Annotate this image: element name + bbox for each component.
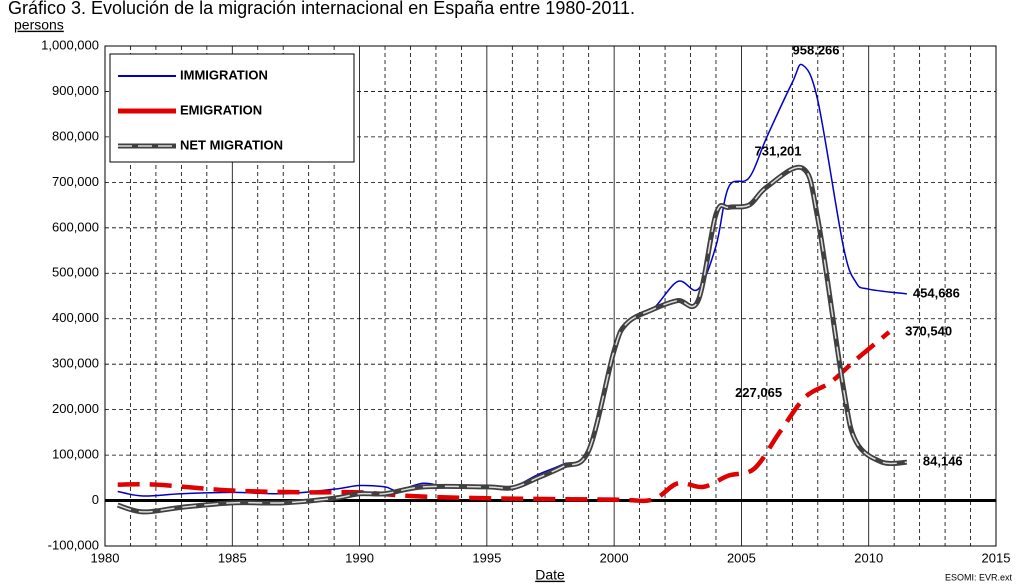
legend-label: IMMIGRATION [180, 67, 268, 82]
y-tick-label: 0 [92, 492, 99, 507]
data-label: 227,065 [735, 385, 782, 400]
x-tick-label: 1990 [345, 550, 374, 565]
x-tick-label: 2015 [982, 550, 1011, 565]
data-label: 454,686 [913, 285, 960, 300]
y-tick-label: 800,000 [52, 128, 99, 143]
x-axis-label: Date [535, 567, 565, 583]
x-tick-label: 2010 [854, 550, 883, 565]
data-label: 958.266 [793, 42, 840, 57]
data-label: 84,146 [923, 454, 963, 469]
y-tick-label: 500,000 [52, 265, 99, 280]
x-tick-label: 1995 [472, 550, 501, 565]
source: ESOMI: EVR.ext [945, 572, 1013, 582]
x-tick-label: 2005 [727, 550, 756, 565]
x-tick-label: 1985 [218, 550, 247, 565]
y-tick-label: 1,000,000 [41, 37, 99, 52]
y-tick-label: 400,000 [52, 310, 99, 325]
legend-label: EMIGRATION [180, 102, 262, 117]
series [117, 330, 891, 504]
y-tick-label: 900,000 [52, 83, 99, 98]
y-axis-label: persons [14, 17, 64, 33]
data-label: 731,201 [755, 144, 802, 159]
x-tick-label: 2000 [600, 550, 629, 565]
legend-label: NET MIGRATION [180, 137, 283, 152]
y-tick-label: 600,000 [52, 219, 99, 234]
x-tick-label: 1980 [91, 550, 120, 565]
line-path [117, 330, 891, 504]
y-tick-label: 200,000 [52, 401, 99, 416]
y-tick-label: 300,000 [52, 356, 99, 371]
data-label: 370,540 [905, 324, 952, 339]
y-tick-label: -100,000 [48, 537, 99, 552]
y-tick-label: 100,000 [52, 447, 99, 462]
line-path-dash [117, 166, 907, 513]
legend-entry: NET MIGRATION [118, 137, 283, 152]
legend-entry: IMMIGRATION [118, 67, 268, 82]
legend-entry: EMIGRATION [118, 102, 262, 117]
series [116, 164, 908, 515]
y-tick-label: 700,000 [52, 174, 99, 189]
chart-title: Gráfico 3. Evolución de la migración int… [8, 0, 635, 18]
